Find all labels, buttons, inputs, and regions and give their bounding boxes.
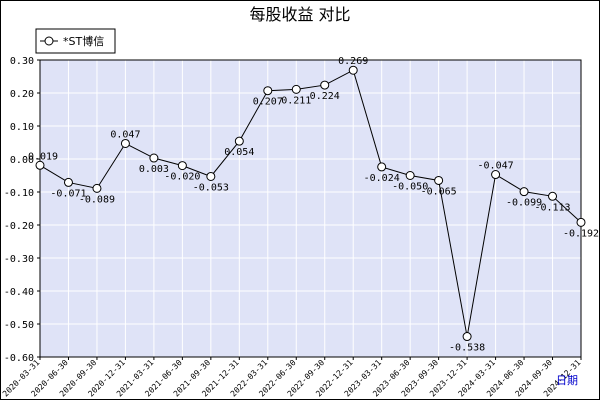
data-label: -0.071: [50, 188, 86, 199]
data-label: -0.065: [421, 186, 457, 197]
series-group: -0.019 -0.071-0.089 0.047 0.003-0.020-0.053…: [22, 56, 599, 353]
data-point: [377, 162, 387, 172]
data-label: 0.054: [224, 147, 254, 158]
plot-border: [39, 59, 582, 358]
data-label: 0.211: [281, 95, 311, 106]
y-tick-label: -0.40: [4, 287, 34, 298]
data-point: [405, 171, 415, 180]
legend: *ST博信: [35, 28, 116, 54]
data-label: -0.099: [506, 198, 542, 209]
data-point: [263, 86, 273, 96]
data-point: [63, 177, 73, 187]
y-tick-label: 0.20: [10, 89, 34, 100]
y-tick-label: -0.30: [4, 254, 34, 265]
data-label: -0.020: [164, 172, 200, 183]
y-tick-label: -0.20: [4, 221, 34, 232]
data-point: [234, 136, 244, 146]
data-point: [92, 183, 102, 193]
data-label: 0.003: [139, 164, 169, 175]
data-point: [462, 332, 472, 342]
chart-title: 每股收益 对比: [249, 5, 350, 24]
data-point: [576, 217, 586, 227]
data-point: [120, 138, 130, 148]
y-tick-label: -0.60: [4, 353, 34, 364]
data-point: [320, 80, 330, 90]
y-tick-label: 0.00: [10, 155, 34, 166]
data-label: -0.050: [392, 182, 428, 193]
data-point: [291, 84, 301, 94]
series-line: [39, 69, 582, 337]
data-label: -0.113: [534, 202, 570, 213]
y-tick-label: -0.10: [4, 188, 34, 199]
data-label: 0.224: [310, 91, 340, 102]
data-point: [149, 153, 159, 163]
y-axis: 0.30 0.20 0.10 0.00 -0.10 -0.20 -0.30 -0.40 -0.5…: [4, 56, 40, 364]
data-point: [177, 161, 187, 171]
data-label: -0.192: [563, 228, 599, 239]
data-label: -0.538: [449, 343, 485, 354]
data-point: [434, 175, 444, 185]
plot-area: [39, 59, 582, 358]
grid: [39, 59, 582, 358]
data-label: 0.047: [110, 129, 140, 140]
y-tick-label: 0.30: [10, 56, 34, 67]
y-tick-label: -0.50: [4, 320, 34, 331]
data-point: [548, 191, 558, 201]
data-point: [348, 65, 358, 75]
data-label: 0.269: [338, 56, 368, 67]
x-axis-corner-label: 日期: [556, 374, 578, 387]
data-label: -0.047: [478, 161, 514, 172]
data-point: [206, 171, 216, 181]
x-axis: 2020-03-312020-06-302020-09-302020-12-31…: [1, 357, 583, 398]
data-label: -0.053: [193, 182, 229, 193]
data-label: -0.024: [364, 173, 400, 184]
data-point: [491, 170, 501, 180]
data-label: -0.019: [22, 151, 58, 162]
data-point: [35, 160, 45, 170]
data-label: 0.207: [253, 97, 283, 108]
data-point: [519, 187, 529, 197]
y-tick-label: 0.10: [10, 122, 34, 133]
legend-label: *ST博信: [63, 35, 104, 48]
data-label: -0.089: [79, 194, 115, 205]
legend-marker: [44, 36, 54, 46]
